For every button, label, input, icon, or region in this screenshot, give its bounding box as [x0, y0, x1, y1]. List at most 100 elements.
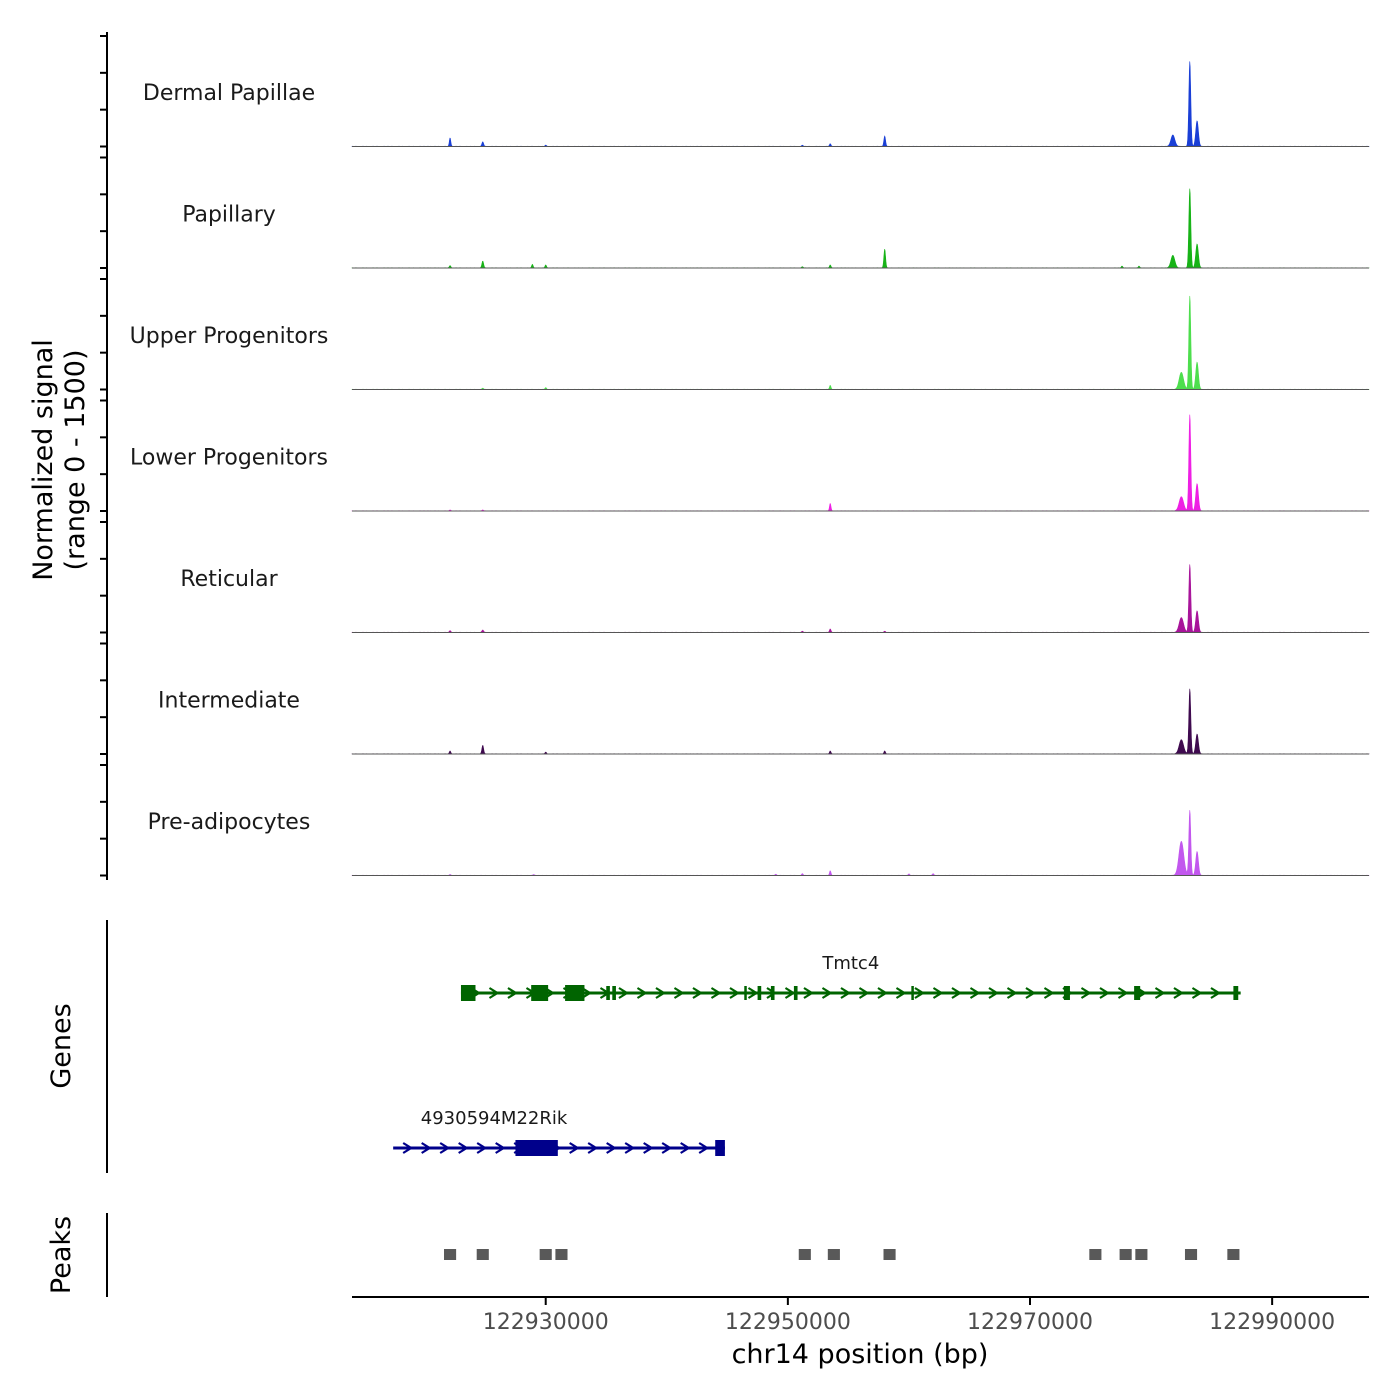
gene-name: 4930594M22Rik	[421, 1108, 568, 1129]
strand-arrow	[1191, 987, 1203, 999]
signal-area	[351, 295, 1370, 390]
strand-arrow	[840, 987, 852, 999]
strand-arrow	[951, 987, 963, 999]
strand-arrow	[643, 1142, 654, 1154]
exon	[757, 986, 762, 1000]
exon	[911, 986, 914, 1000]
strand-arrow	[680, 1142, 691, 1154]
strand-arrow	[698, 1142, 710, 1154]
strand-arrow	[661, 1142, 673, 1154]
x-axis-ticks: 122930000 122950000 122970000 122990000	[483, 1297, 1335, 1335]
strand-arrow	[624, 1142, 636, 1154]
strand-arrow	[1154, 987, 1166, 999]
x-tick-label: 122990000	[1209, 1310, 1335, 1335]
signal-area	[351, 688, 1370, 755]
exon	[606, 986, 610, 1000]
strand-arrow	[766, 987, 778, 999]
x-tick-label: 122950000	[725, 1310, 851, 1335]
strand-arrow	[606, 1142, 617, 1154]
exon	[1134, 986, 1141, 1000]
x-tick-label: 122930000	[483, 1310, 609, 1335]
strand-arrow	[1080, 987, 1092, 999]
track-label: Lower Progenitors	[130, 446, 328, 471]
strand-arrow	[476, 1142, 488, 1154]
signal-area	[351, 188, 1370, 269]
strand-arrow	[877, 987, 889, 999]
strand-arrow	[1099, 987, 1111, 999]
strand-arrow	[421, 1142, 432, 1154]
strand-arrow	[1117, 987, 1129, 999]
strand-arrow	[1025, 987, 1037, 999]
strand-arrow	[569, 1142, 580, 1154]
gene-tracks: Tmtc4 4930594M22Rik	[393, 953, 1241, 1156]
signal-y-ticks	[100, 35, 107, 877]
signal-tracks: Dermal Papillae Papillary Upper Progenitor…	[130, 61, 1370, 876]
strand-arrow	[636, 987, 648, 999]
peak-region	[1119, 1249, 1132, 1260]
exon	[612, 986, 616, 1000]
strand-arrow	[655, 987, 667, 999]
exon	[1063, 986, 1070, 1000]
strand-arrow	[402, 1142, 414, 1154]
peak-region	[1135, 1249, 1148, 1260]
exon	[531, 985, 549, 1001]
peak-region	[798, 1249, 811, 1260]
signal-y-axis-title: Normalized signal	[28, 339, 59, 581]
strand-arrow	[1173, 987, 1185, 999]
peak-region	[555, 1249, 568, 1260]
signal-y-axis-range: (range 0 - 1500)	[60, 350, 91, 571]
strand-arrow	[932, 987, 944, 999]
signal-area	[351, 414, 1370, 512]
peak-region	[827, 1249, 840, 1260]
exon	[460, 985, 476, 1001]
strand-arrow	[988, 987, 1000, 999]
exon	[715, 1140, 725, 1156]
peak-region	[444, 1249, 457, 1260]
strand-arrow	[692, 987, 704, 999]
gene-name: Tmtc4	[821, 953, 879, 974]
peak-region	[1227, 1249, 1240, 1260]
strand-arrow	[729, 987, 741, 999]
strand-arrow	[673, 987, 685, 999]
strand-arrow	[821, 987, 833, 999]
exon	[1233, 986, 1239, 1000]
x-tick-label: 122970000	[967, 1310, 1093, 1335]
track-label: Upper Progenitors	[130, 324, 329, 349]
strand-arrow	[458, 1142, 469, 1154]
strand-arrow	[581, 987, 593, 999]
strand-arrow	[969, 987, 981, 999]
strand-arrow	[914, 987, 926, 999]
exon	[565, 985, 585, 1001]
x-axis-title: chr14 position (bp)	[732, 1339, 989, 1370]
track-label: Intermediate	[158, 689, 300, 714]
strand-arrow	[747, 987, 759, 999]
signal-area	[351, 810, 1370, 876]
track-label: Dermal Papillae	[143, 81, 315, 106]
strand-arrow	[587, 1142, 599, 1154]
exon	[744, 986, 747, 1000]
track-label: Pre-adipocytes	[148, 810, 311, 835]
exon	[515, 1140, 558, 1156]
peak-region	[539, 1249, 552, 1260]
strand-arrow	[618, 987, 630, 999]
peak-region	[476, 1249, 489, 1260]
strand-arrow	[710, 987, 722, 999]
strand-arrow	[507, 987, 519, 999]
exon	[770, 986, 775, 1000]
strand-arrow	[1043, 987, 1055, 999]
strand-arrow	[1210, 987, 1222, 999]
strand-arrow	[439, 1142, 451, 1154]
peak-region	[883, 1249, 896, 1260]
exon	[793, 986, 798, 1000]
peak-regions	[444, 1249, 1240, 1260]
strand-arrow	[488, 987, 500, 999]
strand-arrow	[495, 1142, 506, 1154]
strand-arrow	[803, 987, 815, 999]
peaks-panel-title: Peaks	[46, 1216, 77, 1294]
strand-arrow	[858, 987, 870, 999]
genes-panel-title: Genes	[46, 1003, 77, 1088]
strand-arrow	[784, 987, 796, 999]
signal-area	[351, 564, 1370, 633]
track-label: Reticular	[180, 567, 278, 592]
